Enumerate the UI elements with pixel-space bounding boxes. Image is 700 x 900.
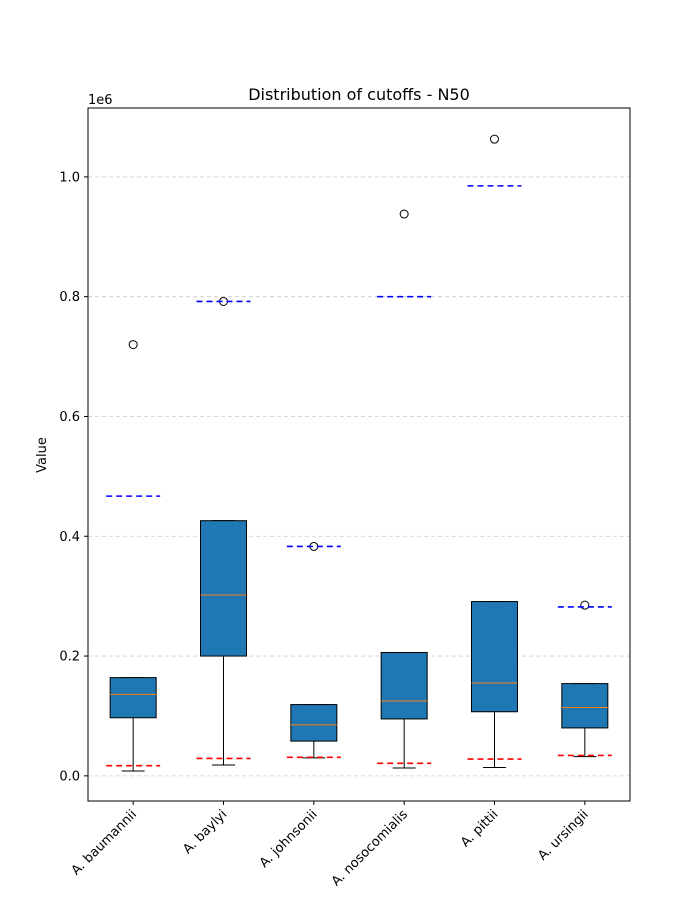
plot-frame — [87, 107, 631, 802]
y-tick-label: 0.2 — [59, 650, 80, 665]
box-group — [200, 296, 247, 766]
grid-layer — [88, 176, 630, 777]
y-tick-label: 1.0 — [59, 170, 80, 185]
y-tick-label: 0.8 — [59, 290, 80, 305]
axis-layer: 0.0 0.2 0.4 0.6 0.8 1.0 A. baumannii A. baylyi A… — [59, 170, 591, 889]
box-iqr — [471, 601, 518, 713]
box-group — [380, 209, 428, 769]
marks-layer — [106, 134, 612, 772]
y-scale-label: 1e6 — [88, 93, 113, 108]
y-tick-label: 0.6 — [59, 410, 80, 425]
box-iqr — [109, 677, 157, 719]
x-tick-label: A. nosocomialis — [329, 807, 411, 889]
outlier-point — [128, 340, 138, 350]
outlier-point — [580, 600, 590, 610]
box-iqr — [561, 683, 609, 729]
box-group — [109, 340, 157, 772]
box-group — [561, 600, 609, 758]
x-tick-label: A. baumannii — [69, 807, 140, 878]
box-iqr — [380, 651, 428, 720]
box-group — [290, 541, 338, 759]
x-tick-label: A. johnsonii — [257, 807, 321, 871]
chart-title: Distribution of cutoffs - N50 — [248, 85, 470, 104]
x-tick-label: A. pittii — [458, 807, 501, 850]
box-iqr — [200, 520, 247, 657]
outlier-point — [399, 209, 409, 219]
outlier-point — [490, 134, 499, 144]
x-tick-label: A. ursingii — [535, 807, 591, 863]
x-tick-label: A. baylyi — [180, 807, 230, 857]
y-tick-label: 0.0 — [59, 769, 80, 784]
y-axis-label: Value — [35, 437, 50, 473]
box-group — [471, 134, 518, 768]
y-tick-label: 0.4 — [59, 530, 80, 545]
box-iqr — [290, 704, 338, 742]
